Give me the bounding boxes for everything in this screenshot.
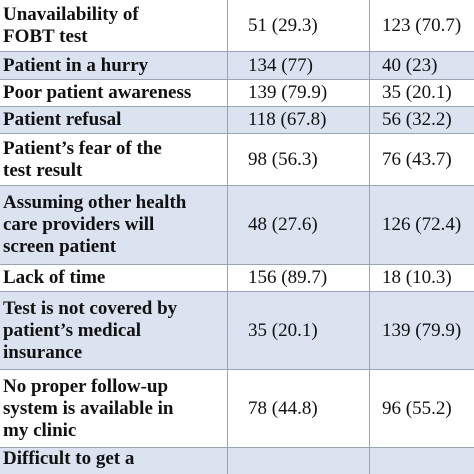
value-cell: 18 (10.3)	[370, 265, 474, 291]
label-line: Lack of time	[3, 267, 106, 288]
value-cell: 134 (77)	[228, 52, 370, 79]
value-text: 56 (32.2)	[382, 109, 452, 130]
row-label: Patient’s fear of the test result	[0, 134, 228, 185]
value-cell: 35 (20.1)	[370, 80, 474, 106]
value-cell	[370, 448, 474, 474]
label-line: Test is not covered by	[3, 297, 178, 319]
label-line: Unavailability of	[3, 3, 139, 25]
label-line: Patient in a hurry	[3, 54, 149, 76]
value-cell: 56 (32.2)	[370, 107, 474, 133]
value-cell: 35 (20.1)	[228, 292, 370, 369]
row-label: Lack of time	[0, 265, 228, 291]
value-cell: 98 (56.3)	[228, 134, 370, 185]
label-line: No proper follow-up	[3, 375, 169, 397]
value-cell: 51 (29.3)	[228, 0, 370, 51]
value-cell: 118 (67.8)	[228, 107, 370, 133]
row-label: Test is not covered by patient’s medical i…	[0, 292, 228, 369]
value-cell: 139 (79.9)	[370, 292, 474, 369]
table-row: Patient’s fear of the test result 98 (56.3…	[0, 134, 474, 186]
value-text: 78 (44.8)	[248, 397, 318, 419]
value-cell: 48 (27.6)	[228, 186, 370, 264]
table-row: Test is not covered by patient’s medical i…	[0, 292, 474, 370]
value-cell: 40 (23)	[370, 52, 474, 79]
value-text: 76 (43.7)	[382, 148, 452, 170]
label-line: Difficult to get a	[3, 448, 135, 469]
value-cell: 123 (70.7)	[370, 0, 474, 51]
table-row: Unavailability of FOBT test 51 (29.3) 123 (…	[0, 0, 474, 52]
value-cell	[228, 448, 370, 474]
row-label: No proper follow-up system is available i…	[0, 370, 228, 447]
value-cell: 126 (72.4)	[370, 186, 474, 264]
label-line: Patient refusal	[3, 109, 122, 130]
value-cell: 78 (44.8)	[228, 370, 370, 447]
row-label: Difficult to get a	[0, 448, 228, 474]
value-text: 139 (79.9)	[382, 319, 462, 341]
value-text: 48 (27.6)	[248, 214, 318, 235]
table-row: No proper follow-up system is available i…	[0, 370, 474, 448]
row-label: Assuming other health care providers will…	[0, 186, 228, 264]
value-cell: 139 (79.9)	[228, 80, 370, 106]
label-line: screen patient	[3, 236, 117, 257]
value-text: 40 (23)	[382, 54, 438, 76]
table-row: Assuming other health care providers will…	[0, 186, 474, 265]
label-line: Assuming other health	[3, 192, 187, 213]
value-text: 139 (79.9)	[248, 82, 328, 103]
row-label: Unavailability of FOBT test	[0, 0, 228, 51]
label-line: insurance	[3, 341, 83, 363]
value-text: 51 (29.3)	[248, 14, 318, 36]
label-line: my clinic	[3, 419, 77, 441]
table-row: Difficult to get a	[0, 448, 474, 474]
value-text: 123 (70.7)	[382, 14, 462, 36]
label-line: patient’s medical	[3, 319, 142, 341]
row-label: Patient refusal	[0, 107, 228, 133]
row-label: Poor patient awareness	[0, 80, 228, 106]
value-text: 35 (20.1)	[382, 82, 452, 103]
label-line: test result	[3, 159, 83, 181]
table-row: Lack of time 156 (89.7) 18 (10.3)	[0, 265, 474, 292]
label-line: system is available in	[3, 397, 174, 419]
value-text: 18 (10.3)	[382, 267, 452, 288]
label-line: Poor patient awareness	[3, 82, 192, 103]
table-row: Patient refusal 118 (67.8) 56 (32.2)	[0, 107, 474, 134]
value-text: 156 (89.7)	[248, 267, 328, 288]
value-text: 35 (20.1)	[248, 319, 318, 341]
row-label: Patient in a hurry	[0, 52, 228, 79]
label-line: FOBT test	[3, 25, 88, 47]
label-line: Patient’s fear of the	[3, 137, 162, 159]
value-cell: 96 (55.2)	[370, 370, 474, 447]
value-cell: 76 (43.7)	[370, 134, 474, 185]
value-text: 118 (67.8)	[248, 109, 327, 130]
value-text: 98 (56.3)	[248, 148, 318, 170]
value-text: 126 (72.4)	[382, 214, 462, 235]
value-text: 96 (55.2)	[382, 397, 452, 419]
value-cell: 156 (89.7)	[228, 265, 370, 291]
value-text: 134 (77)	[248, 54, 313, 76]
table-row: Patient in a hurry 134 (77) 40 (23)	[0, 52, 474, 80]
table-row: Poor patient awareness 139 (79.9) 35 (20.1…	[0, 80, 474, 107]
label-line: care providers will	[3, 214, 155, 235]
